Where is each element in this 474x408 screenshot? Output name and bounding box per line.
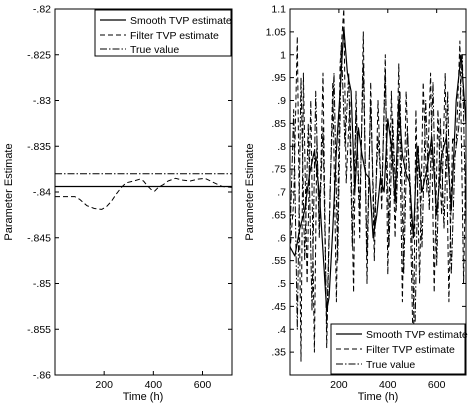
left-ytick-label: -.85 bbox=[33, 278, 51, 290]
right-ytick-label: .65 bbox=[271, 209, 286, 221]
left-ylabel: Parameter Estimate bbox=[3, 143, 15, 240]
right-ytick-label: .95 bbox=[271, 72, 286, 84]
right-xtick-label: 400 bbox=[379, 379, 397, 391]
right-xlabel: Time (h) bbox=[358, 391, 399, 403]
right-ytick-label: .4 bbox=[277, 324, 286, 336]
right-ytick-label: .45 bbox=[271, 301, 286, 313]
right-x-ticks: 200 400 600 bbox=[330, 9, 446, 391]
right-ytick-label: .9 bbox=[277, 95, 286, 107]
left-xlabel: Time (h) bbox=[123, 391, 164, 403]
right-chart: .35 .4 .45 .5 .55 .6 .65 .7 .75 .8 .85 .9 .95 1 1.05 1.… bbox=[244, 4, 468, 404]
left-ytick-label: -.82 bbox=[33, 4, 51, 16]
left-ytick-label: -.83 bbox=[33, 95, 51, 107]
left-legend-label-smooth: Smooth TVP estimate bbox=[130, 15, 232, 27]
left-series bbox=[55, 173, 233, 210]
left-legend-label-filter: Filter TVP estimate bbox=[130, 30, 219, 42]
left-ytick-label: -.84 bbox=[33, 187, 51, 199]
left-xtick-label: 200 bbox=[95, 379, 113, 391]
right-ytick-label: .35 bbox=[271, 347, 286, 359]
left-xtick-label: 600 bbox=[194, 379, 212, 391]
right-ytick-label: .8 bbox=[277, 141, 286, 153]
right-legend-label-smooth: Smooth TVP estimate bbox=[366, 329, 468, 341]
right-ytick-label: 1.05 bbox=[266, 26, 287, 38]
left-ytick-label: -.855 bbox=[27, 324, 51, 336]
left-ytick-label: -.825 bbox=[27, 49, 51, 61]
right-series bbox=[289, 8, 467, 362]
right-ytick-label: 1 bbox=[280, 49, 286, 61]
left-series-dashed bbox=[55, 177, 233, 210]
right-ytick-label: .85 bbox=[271, 118, 286, 130]
right-xtick-label: 600 bbox=[428, 379, 446, 391]
right-ylabel: Parameter Estimate bbox=[244, 143, 256, 240]
right-ytick-label: .5 bbox=[277, 278, 286, 290]
right-ytick-label: 1.1 bbox=[271, 4, 286, 16]
left-legend: Smooth TVP estimate Filter TVP estimate … bbox=[94, 9, 232, 57]
left-chart: -.86 -.855 -.85 -.845 -.84 -.835 -.83 -.825 -.82… bbox=[3, 4, 233, 403]
right-ytick-label: .55 bbox=[271, 255, 286, 267]
left-plot-area bbox=[54, 8, 233, 376]
right-legend-label-filter: Filter TVP estimate bbox=[366, 344, 455, 356]
left-legend-box bbox=[94, 9, 232, 57]
left-y-ticks: -.86 -.855 -.85 -.845 -.84 -.835 -.83 -.825 -.82 bbox=[27, 4, 232, 382]
right-ytick-label: .75 bbox=[271, 164, 286, 176]
left-ytick-label: -.86 bbox=[33, 370, 51, 382]
right-y-ticks: .35 .4 .45 .5 .55 .6 .65 .7 .75 .8 .85 .9 .95 1 1.05 1.… bbox=[266, 4, 466, 359]
right-ytick-label: .7 bbox=[277, 187, 286, 199]
right-legend: Smooth TVP estimate Filter TVP estimate … bbox=[330, 323, 468, 375]
right-ytick-label: .6 bbox=[277, 232, 286, 244]
left-ytick-label: -.835 bbox=[27, 141, 51, 153]
left-ytick-label: -.845 bbox=[27, 232, 51, 244]
right-legend-label-true: True value bbox=[366, 359, 415, 371]
left-xtick-label: 400 bbox=[145, 379, 163, 391]
right-xtick-label: 200 bbox=[330, 379, 348, 391]
right-series-dashdot bbox=[289, 45, 467, 349]
left-legend-label-true: True value bbox=[130, 44, 179, 56]
